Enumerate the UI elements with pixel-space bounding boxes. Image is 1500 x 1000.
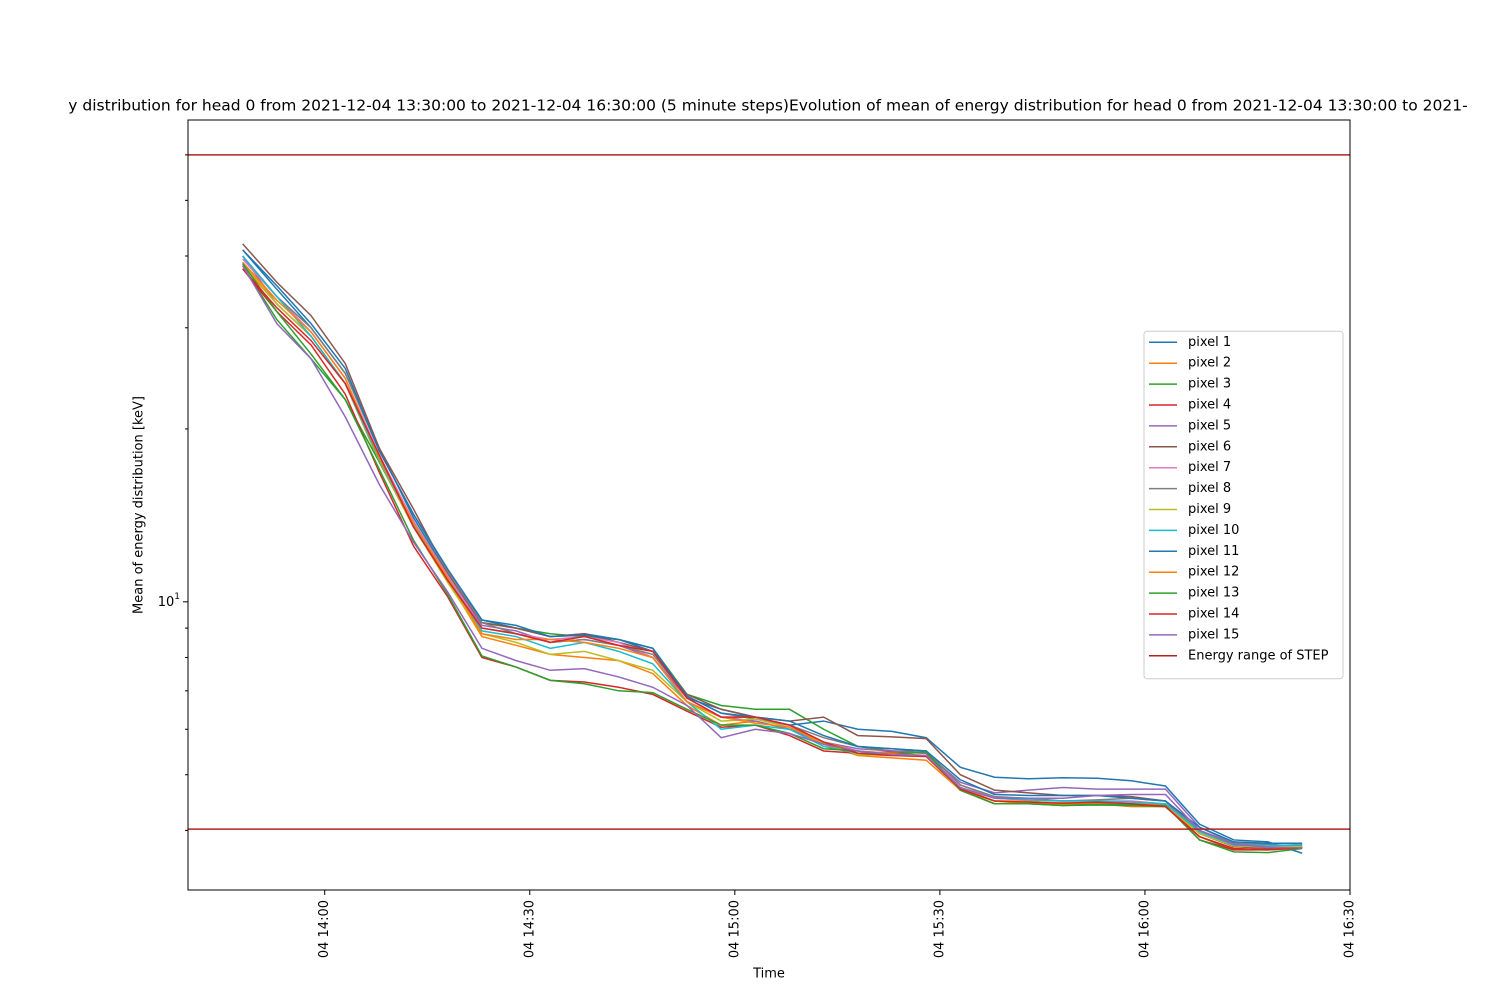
legend-label: pixel 12 bbox=[1188, 565, 1239, 580]
legend-label: pixel 5 bbox=[1188, 418, 1231, 433]
x-tick-label: 04 14:30 bbox=[522, 900, 537, 958]
axes-frame bbox=[187, 119, 1351, 891]
legend-label: pixel 9 bbox=[1188, 502, 1231, 517]
legend-label: Energy range of STEP bbox=[1188, 648, 1329, 663]
legend-label: pixel 4 bbox=[1188, 398, 1231, 413]
y-tick-label: 101 bbox=[158, 591, 180, 609]
x-tick-label: 04 16:00 bbox=[1137, 900, 1152, 958]
x-tick-label: 04 14:00 bbox=[317, 900, 332, 958]
x-tick-label: 04 15:30 bbox=[932, 900, 947, 958]
x-tick-label: 04 16:30 bbox=[1343, 900, 1358, 958]
legend-label: pixel 13 bbox=[1188, 586, 1239, 601]
legend-label: pixel 2 bbox=[1188, 356, 1231, 371]
chart-title: y distribution for head 0 from 2021-12-0… bbox=[68, 97, 1467, 115]
x-tick-label: 04 15:00 bbox=[727, 900, 742, 958]
series-line bbox=[242, 255, 1303, 847]
plot-area bbox=[188, 154, 1350, 854]
series-line bbox=[242, 249, 1303, 844]
legend-label: pixel 14 bbox=[1188, 607, 1239, 622]
x-axis-label: Time bbox=[752, 967, 785, 982]
legend-box bbox=[1143, 330, 1344, 680]
legend-label: pixel 11 bbox=[1188, 544, 1239, 559]
legend-label: pixel 1 bbox=[1188, 335, 1231, 350]
legend-label: pixel 15 bbox=[1188, 627, 1239, 642]
legend-label: pixel 6 bbox=[1188, 439, 1231, 454]
legend-label: pixel 10 bbox=[1188, 523, 1239, 538]
y-axis-label: Mean of energy distribution [keV] bbox=[132, 396, 147, 614]
legend-label: pixel 7 bbox=[1188, 460, 1231, 475]
legend-label: pixel 3 bbox=[1188, 377, 1231, 392]
series-line bbox=[242, 268, 1303, 851]
legend-label: pixel 8 bbox=[1188, 481, 1231, 496]
series-line bbox=[242, 265, 1303, 849]
